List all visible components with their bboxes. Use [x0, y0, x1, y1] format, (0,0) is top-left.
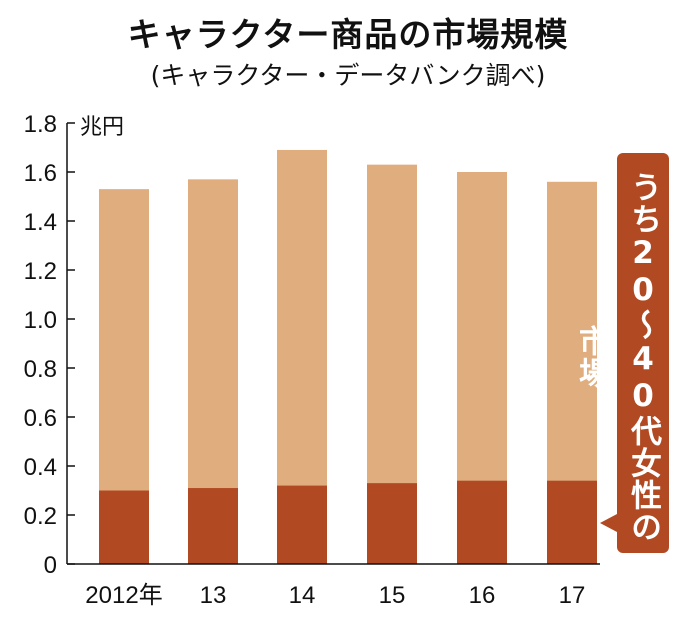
y-axis-unit-label: 兆円: [80, 115, 124, 140]
y-tick-label: 0: [44, 552, 57, 579]
x-axis-tick-labels: 2012年 13 14 15 16 17: [85, 582, 585, 609]
x-tick-label: 13: [200, 582, 227, 609]
legend-box: [617, 153, 669, 553]
bar-women-20-40: [547, 480, 597, 564]
y-tick-label: 0.8: [24, 356, 57, 383]
y-tick-label: 0.4: [24, 454, 57, 481]
x-tick-label: 16: [469, 582, 496, 609]
bar-women-20-40: [367, 483, 417, 564]
y-tick-label: 0.6: [24, 405, 57, 432]
y-tick-label: 1.6: [24, 160, 57, 187]
y-axis: 1.8 1.6 1.4 1.2 1.0 0.8 0.6 0.4 0.2 0: [24, 111, 600, 579]
y-tick-label: 1.0: [24, 307, 57, 334]
bar-women-20-40: [457, 480, 507, 564]
bar-women-20-40: [188, 488, 238, 564]
legend-label: うち20〜40代女性の市場: [573, 171, 661, 543]
y-tick-label: 1.2: [24, 258, 57, 285]
bar-women-20-40: [277, 485, 327, 564]
chart-title: キャラクター商品の市場規模: [127, 15, 569, 54]
y-tick-label: 1.4: [24, 209, 57, 236]
y-tick-label: 0.2: [24, 503, 57, 530]
bar-women-20-40: [99, 490, 149, 564]
legend-pointer-arrow: [600, 514, 617, 532]
x-tick-label: 2012年: [85, 582, 162, 609]
chart-subtitle: (キャラクター・データバンク調べ): [150, 61, 546, 90]
x-tick-label: 15: [379, 582, 406, 609]
y-tick-label: 1.8: [24, 111, 57, 138]
x-tick-label: 14: [289, 582, 316, 609]
x-tick-label: 17: [559, 582, 586, 609]
bar-group: [99, 149, 597, 565]
